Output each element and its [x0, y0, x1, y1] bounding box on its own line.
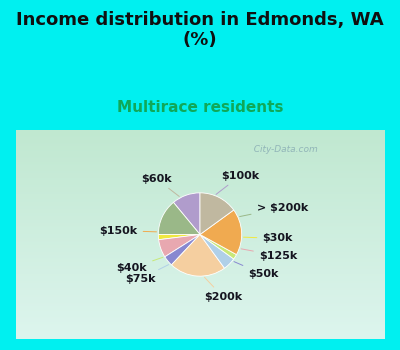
Wedge shape [158, 202, 200, 234]
Text: $100k: $100k [216, 171, 259, 194]
Wedge shape [174, 193, 200, 235]
Text: > $200k: > $200k [240, 203, 308, 217]
Text: $30k: $30k [244, 233, 293, 243]
Text: $150k: $150k [100, 226, 156, 236]
Wedge shape [172, 234, 224, 276]
Text: $40k: $40k [117, 257, 163, 273]
Wedge shape [165, 234, 200, 265]
Wedge shape [158, 234, 200, 240]
Text: $75k: $75k [125, 265, 169, 284]
Text: City-Data.com: City-Data.com [248, 145, 318, 154]
Wedge shape [200, 210, 242, 254]
Wedge shape [200, 234, 234, 268]
Text: $200k: $200k [204, 277, 242, 302]
Text: Income distribution in Edmonds, WA
(%): Income distribution in Edmonds, WA (%) [16, 10, 384, 49]
Text: Multirace residents: Multirace residents [117, 100, 283, 115]
Wedge shape [200, 193, 234, 235]
Wedge shape [200, 234, 236, 259]
Text: $60k: $60k [141, 174, 179, 196]
Text: $50k: $50k [234, 261, 278, 279]
Wedge shape [159, 234, 200, 257]
Text: $125k: $125k [241, 249, 297, 261]
